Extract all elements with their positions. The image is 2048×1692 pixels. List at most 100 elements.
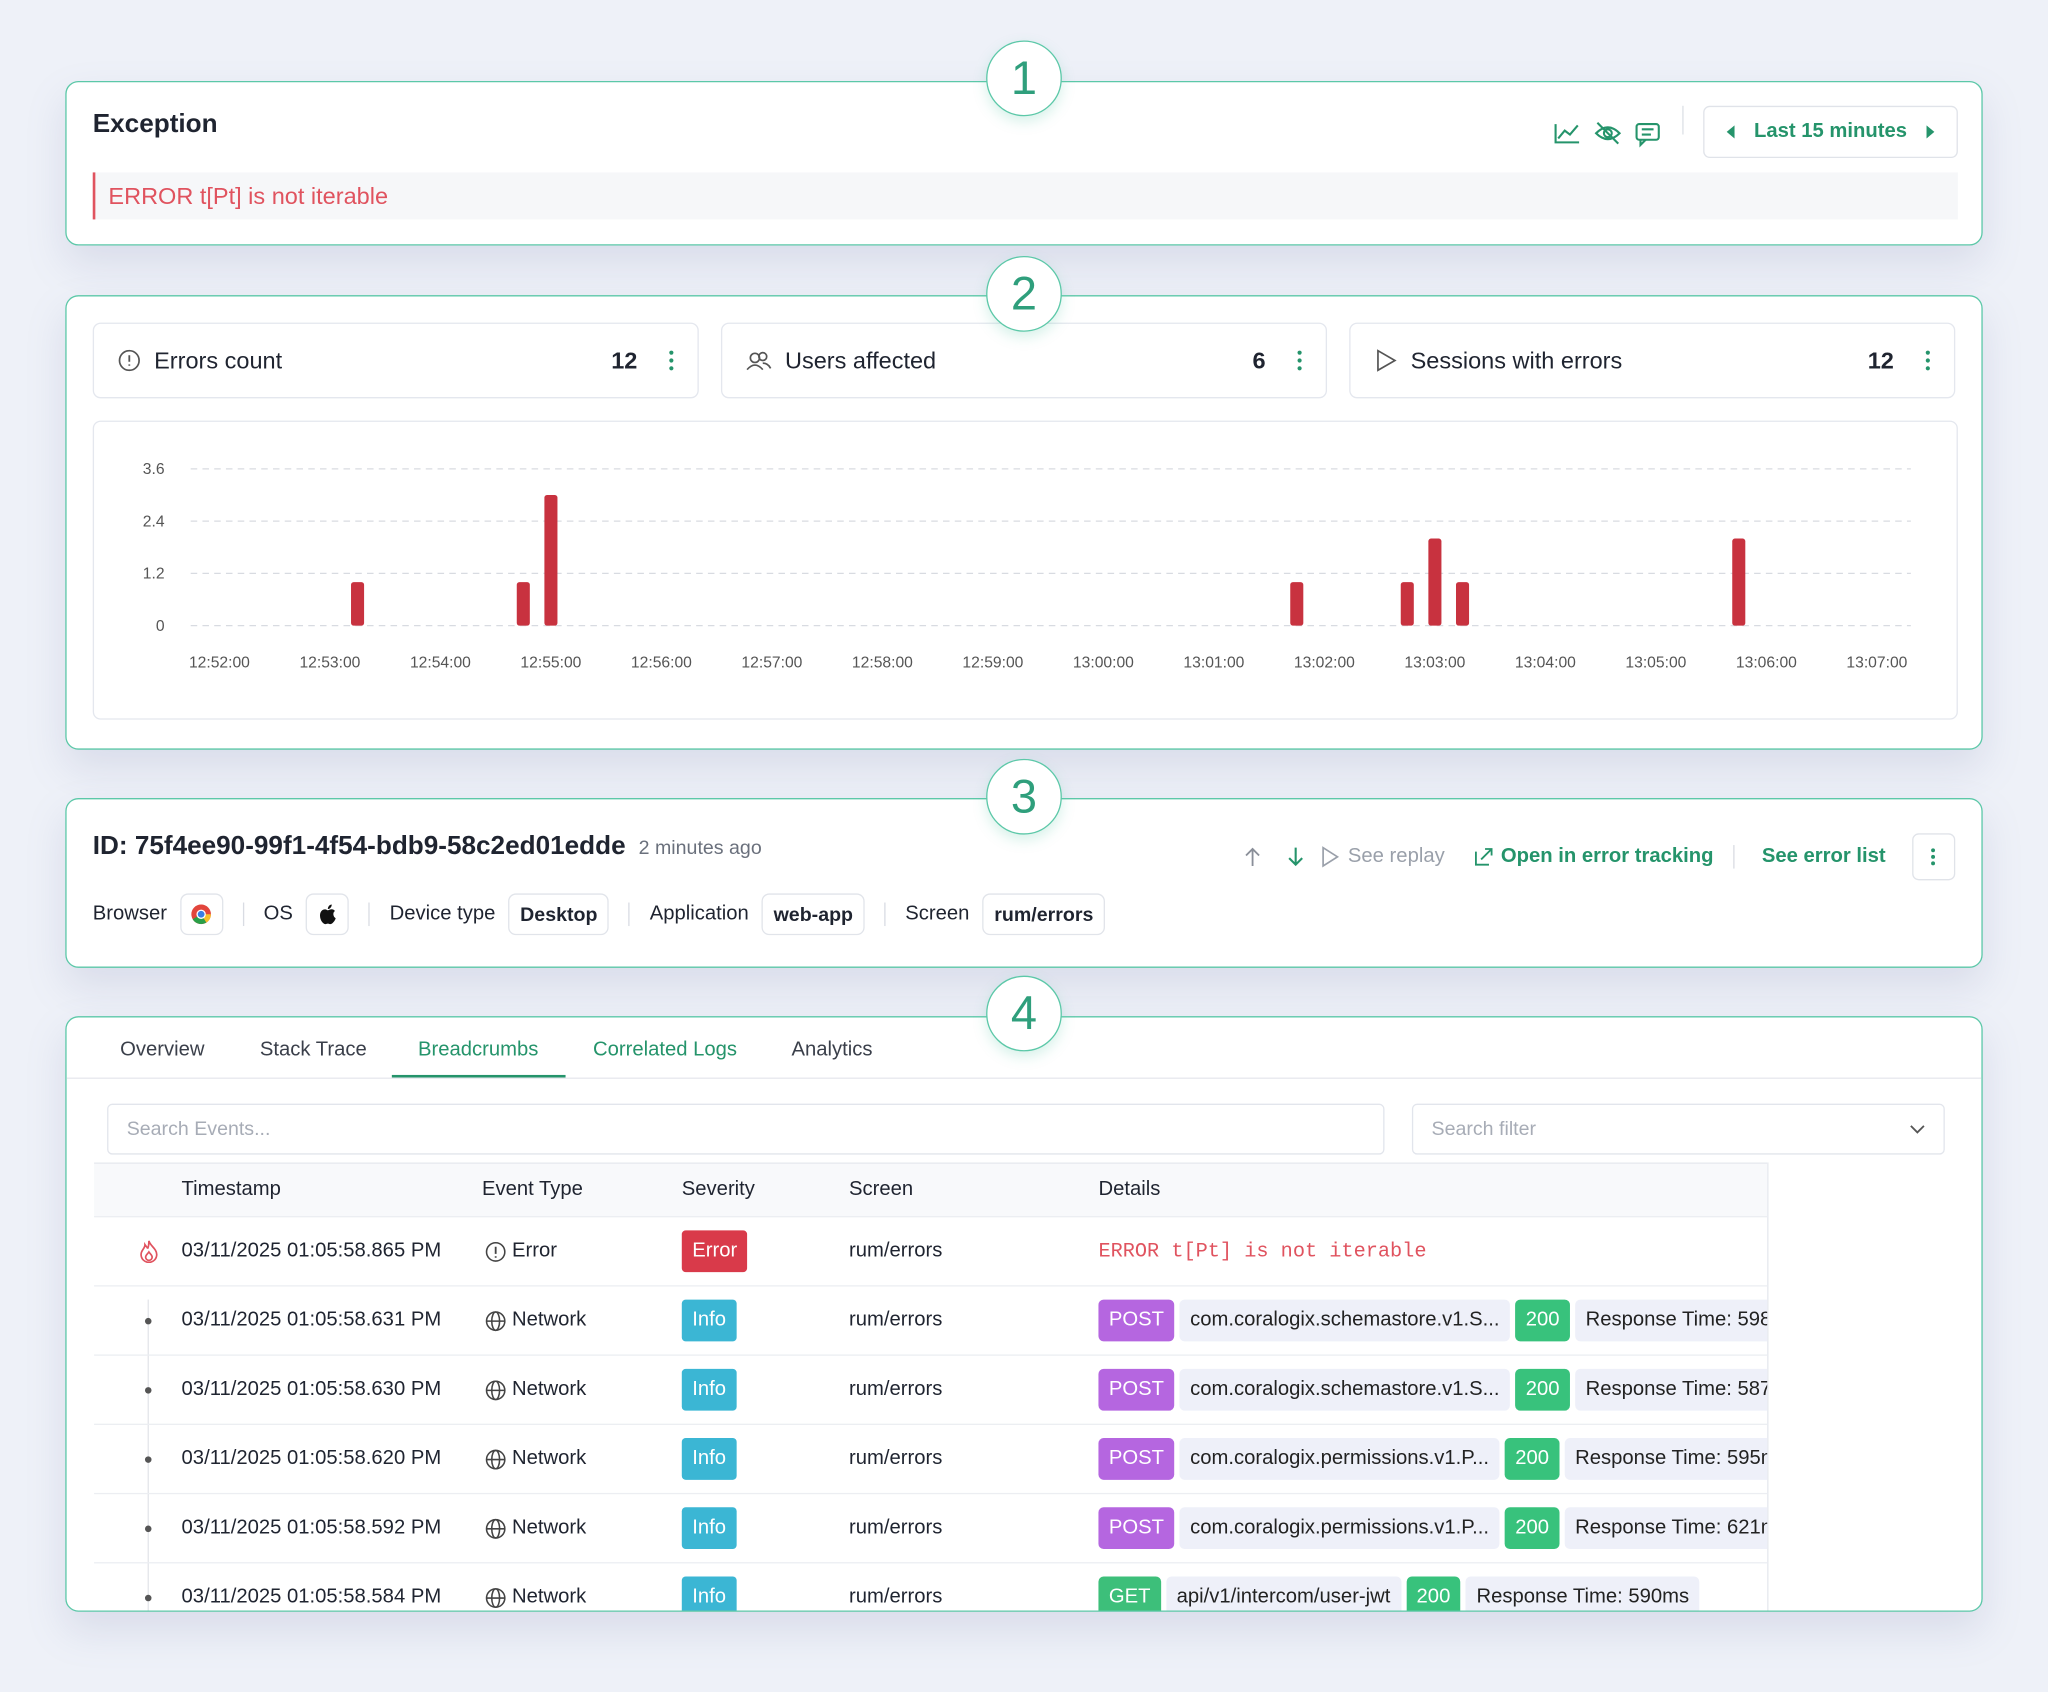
metric-label: Sessions with errors — [1410, 346, 1623, 373]
attr-label: Device type — [389, 902, 496, 925]
tab[interactable]: Correlated Logs — [592, 1038, 738, 1061]
attr-label: Browser — [92, 902, 167, 925]
see-replay[interactable]: See replay — [1347, 845, 1445, 868]
metric-card: Errors count 12 — [92, 322, 699, 399]
timeline-dot — [144, 1455, 152, 1463]
metric-card: Users affected 6 — [720, 322, 1328, 399]
error-age: 2 minutes ago — [638, 837, 762, 860]
metric-label: Users affected — [784, 346, 937, 373]
tab[interactable]: Breadcrumbs — [417, 1038, 539, 1061]
timeline-dot — [144, 1317, 152, 1324]
endpoint-chip: com.coralogix.permissions.v1.P... — [1179, 1507, 1500, 1550]
error-id: ID: 75f4ee90-99f1-4f54-bdb9-58c2ed01edde — [92, 831, 626, 861]
search-events[interactable]: Search Events... — [107, 1103, 1385, 1155]
response-chip: Response Time: 587ms — [1575, 1368, 1768, 1411]
prev-error[interactable] — [1242, 845, 1263, 869]
tab-divider — [66, 1077, 1982, 1079]
details-cell: POST com.coralogix.schemastore.v1.S... 200… — [1098, 1368, 1768, 1411]
os-chip — [305, 893, 350, 936]
timestamp: 03/11/2025 01:05:58.592 PM — [181, 1516, 442, 1539]
x-tick-label: 13:05:00 — [1625, 654, 1686, 671]
method-chip: POST — [1098, 1507, 1175, 1550]
next-icon[interactable] — [1925, 125, 1935, 139]
see-error-list[interactable]: See error list — [1761, 845, 1886, 868]
event-icon — [485, 1379, 507, 1401]
menu-icon[interactable] — [669, 350, 674, 371]
chart-icon[interactable] — [1554, 124, 1580, 144]
table-row: 03/11/2025 01:05:58.631 PM Network Info rum… — [94, 1287, 1768, 1356]
search-filter[interactable]: Search filter — [1411, 1103, 1945, 1155]
x-tick-label: 12:57:00 — [741, 654, 802, 671]
details-cell: GET api/v1/intercom/user-jwt 200 Response T… — [1098, 1576, 1700, 1611]
y-tick-label: 1.2 — [143, 566, 165, 583]
details-cell: POST com.coralogix.permissions.v1.P... 200… — [1098, 1507, 1768, 1550]
open-error-tracking[interactable]: Open in error tracking — [1500, 845, 1714, 868]
error-marker — [137, 1239, 159, 1264]
timestamp: 03/11/2025 01:05:58.630 PM — [181, 1377, 442, 1401]
attr-label: OS — [263, 902, 293, 925]
timeline-cell — [94, 1524, 182, 1532]
tab[interactable]: Overview — [120, 1038, 205, 1061]
table-row: 03/11/2025 01:05:58.592 PM Network Info rum… — [94, 1494, 1768, 1564]
tab[interactable]: Stack Trace — [259, 1038, 367, 1061]
users-icon — [746, 351, 772, 371]
divider — [242, 902, 245, 927]
comment-icon[interactable] — [1635, 123, 1660, 148]
tab[interactable]: Analytics — [791, 1038, 873, 1061]
response-chip: Response Time: 590ms — [1466, 1576, 1700, 1611]
metric-value: 12 — [611, 346, 638, 373]
severity-badge: Info — [681, 1576, 737, 1611]
next-error[interactable] — [1285, 845, 1306, 869]
x-tick-label: 12:52:00 — [189, 654, 250, 671]
severity-cell: Info — [681, 1507, 849, 1550]
y-tick-label: 2.4 — [143, 513, 165, 530]
menu-icon[interactable] — [1925, 350, 1930, 371]
hide-icon[interactable] — [1594, 122, 1622, 145]
table-row: 03/11/2025 01:05:58.630 PM Network Info rum… — [94, 1356, 1768, 1425]
actions: See replay Open in error tracking See er… — [1242, 833, 1955, 881]
error-info-panel: ID: 75f4ee90-99f1-4f54-bdb9-58c2ed01edde… — [65, 798, 1983, 968]
timestamp: 03/11/2025 01:05:58.584 PM — [181, 1585, 442, 1608]
divider — [368, 902, 370, 927]
endpoint-chip: com.coralogix.permissions.v1.P... — [1179, 1438, 1500, 1480]
time-range-picker[interactable]: Last 15 minutes — [1703, 105, 1958, 159]
event-icon — [485, 1309, 507, 1331]
event-type: Network — [511, 1516, 587, 1539]
table-row: 03/11/2025 01:05:58.620 PM Network Info rum… — [94, 1425, 1768, 1495]
metric-value: 12 — [1867, 346, 1894, 373]
attr-label: Screen — [905, 902, 970, 925]
bar — [1455, 582, 1470, 626]
x-tick-label: 12:55:00 — [520, 654, 581, 671]
toolbar-icons — [1554, 122, 1660, 148]
more-button[interactable] — [1911, 833, 1955, 881]
timeline-dot — [144, 1594, 152, 1601]
status-chip: 200 — [1515, 1299, 1570, 1342]
attributes: Browser OS Device type Desktop Applicati… — [92, 893, 1106, 936]
x-tick-label: 12:56:00 — [631, 654, 692, 671]
screen: rum/errors — [848, 1585, 943, 1608]
prev-icon[interactable] — [1725, 125, 1735, 139]
bar — [1290, 582, 1304, 626]
severity-badge: Info — [681, 1507, 737, 1550]
menu-icon[interactable] — [1297, 350, 1302, 371]
metric-label: Errors count — [154, 346, 283, 373]
event-type: Network — [511, 1377, 587, 1401]
attr-value: rum/errors — [982, 893, 1106, 936]
screen: rum/errors — [848, 1239, 943, 1262]
x-tick-label: 13:06:00 — [1736, 654, 1797, 671]
bar — [544, 495, 558, 626]
attr-label: Application — [649, 902, 749, 925]
metrics-panel: Errors count 12 Users affected 6 Session… — [65, 295, 1983, 750]
x-tick-label: 13:07:00 — [1846, 654, 1907, 671]
y-tick-label: 0 — [156, 618, 165, 635]
table-row: 03/11/2025 01:05:58.584 PM Network Info rum… — [94, 1563, 1767, 1611]
event-icon — [485, 1240, 507, 1262]
step-marker: 2 — [986, 255, 1062, 332]
event-type: Error — [511, 1239, 557, 1262]
column-header: Event Type — [481, 1178, 583, 1201]
severity-cell: Info — [681, 1576, 849, 1611]
play-icon — [1377, 349, 1397, 372]
error-message: ERROR t[Pt] is not iterable — [1098, 1239, 1427, 1264]
event-type-cell: Network — [482, 1447, 682, 1471]
